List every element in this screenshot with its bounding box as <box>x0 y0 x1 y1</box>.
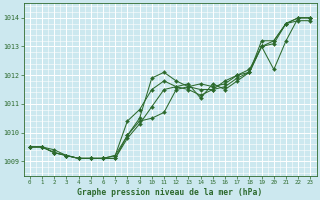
X-axis label: Graphe pression niveau de la mer (hPa): Graphe pression niveau de la mer (hPa) <box>77 188 263 197</box>
